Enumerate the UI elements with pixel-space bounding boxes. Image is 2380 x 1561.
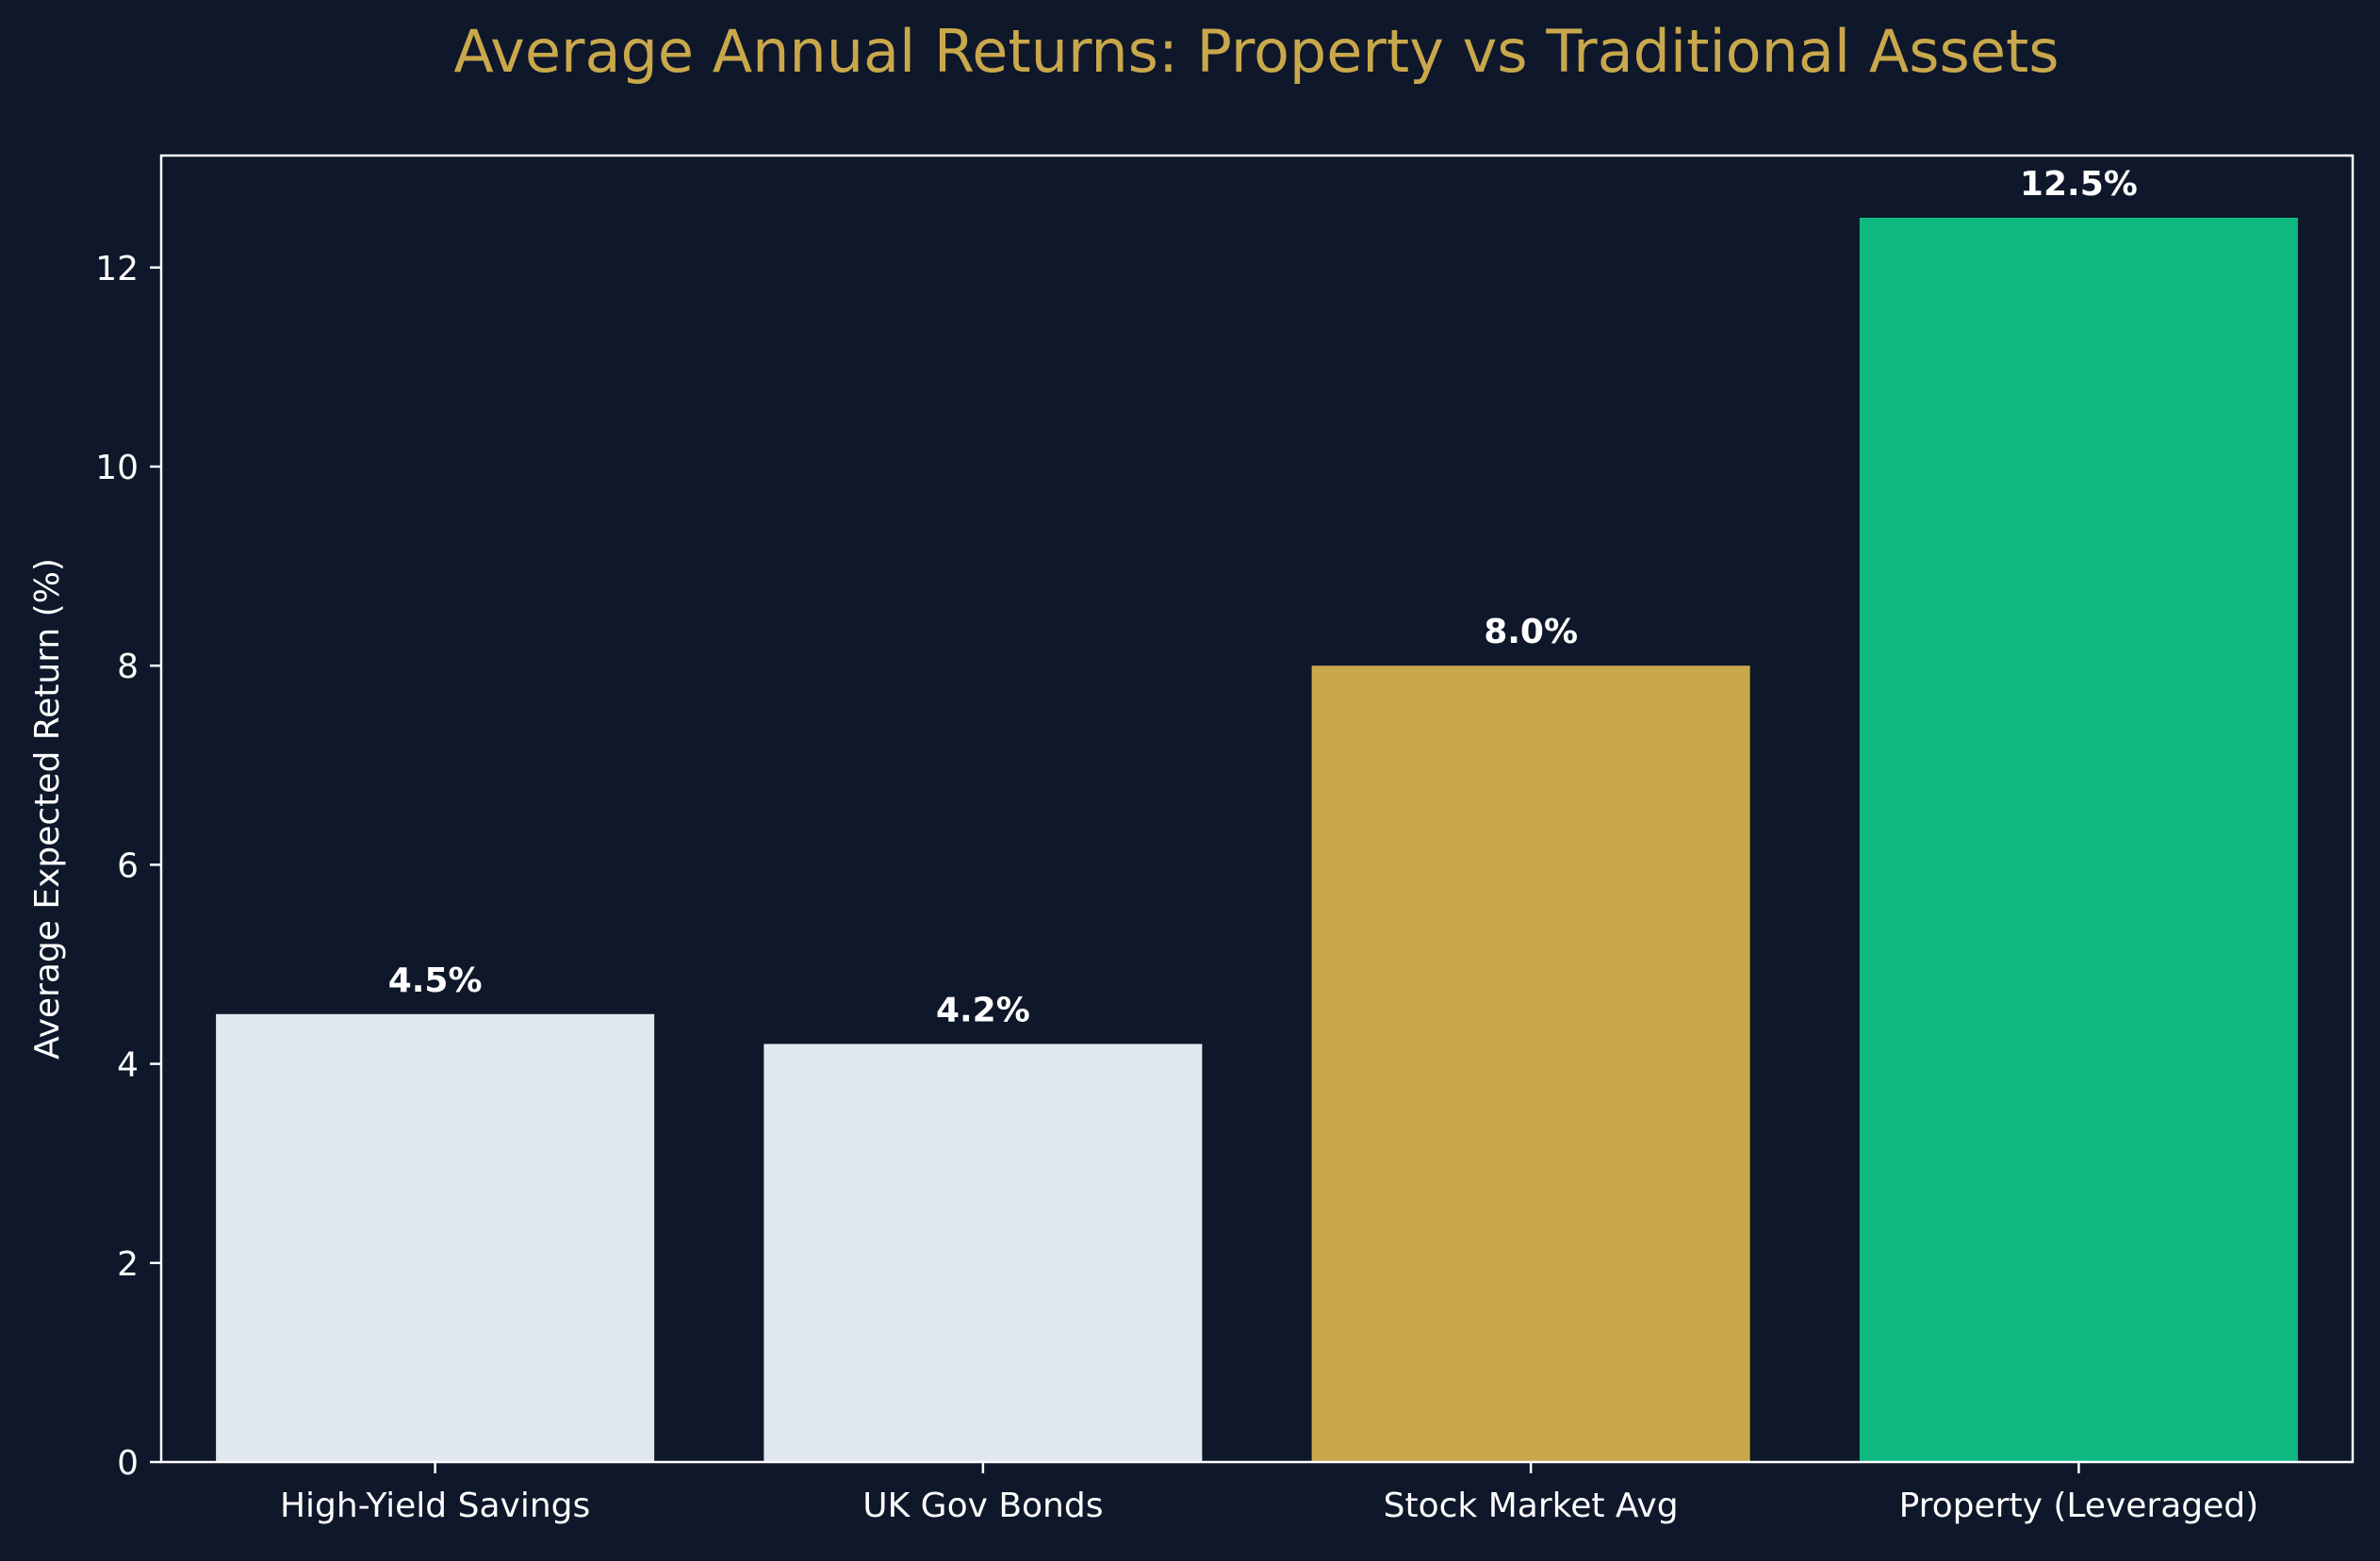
bar-value-label: 8.0%: [1484, 613, 1578, 651]
x-tick-label: High-Yield Savings: [280, 1487, 590, 1525]
bar-value-label: 4.5%: [388, 961, 483, 1000]
y-tick-label: 0: [117, 1444, 139, 1483]
bar-property-leveraged: [1859, 218, 2298, 1462]
x-tick-label: Property (Leveraged): [1899, 1487, 2259, 1525]
y-tick-label: 12: [95, 250, 139, 288]
bar-high-yield-savings: [216, 1013, 655, 1462]
y-tick-label: 6: [117, 846, 139, 885]
x-tick-label: Stock Market Avg: [1384, 1487, 1679, 1525]
y-tick-label: 2: [117, 1245, 139, 1284]
bar-value-label: 12.5%: [2020, 165, 2138, 204]
chart-title: Average Annual Returns: Property vs Trad…: [453, 17, 2059, 86]
bar-value-label: 4.2%: [936, 991, 1030, 1029]
bars-layer: [216, 218, 2298, 1462]
y-tick-label: 8: [117, 648, 139, 686]
y-tick-label: 10: [95, 449, 139, 487]
x-tick-label: UK Gov Bonds: [862, 1487, 1103, 1525]
y-axis-label: Average Expected Return (%): [28, 558, 67, 1060]
bar-uk-gov-bonds: [763, 1043, 1203, 1462]
value-labels-layer: 4.5% 4.2% 8.0% 12.5%: [388, 165, 2138, 1029]
bar-stock-market-avg: [1311, 665, 1750, 1462]
y-axis-ticks: 0 2 4 6 8 10 12: [95, 250, 161, 1483]
x-axis-ticks: High-Yield Savings UK Gov Bonds Stock Mark…: [280, 1462, 2258, 1525]
y-tick-label: 4: [117, 1046, 139, 1085]
plot-area-frame: [159, 154, 2355, 1464]
